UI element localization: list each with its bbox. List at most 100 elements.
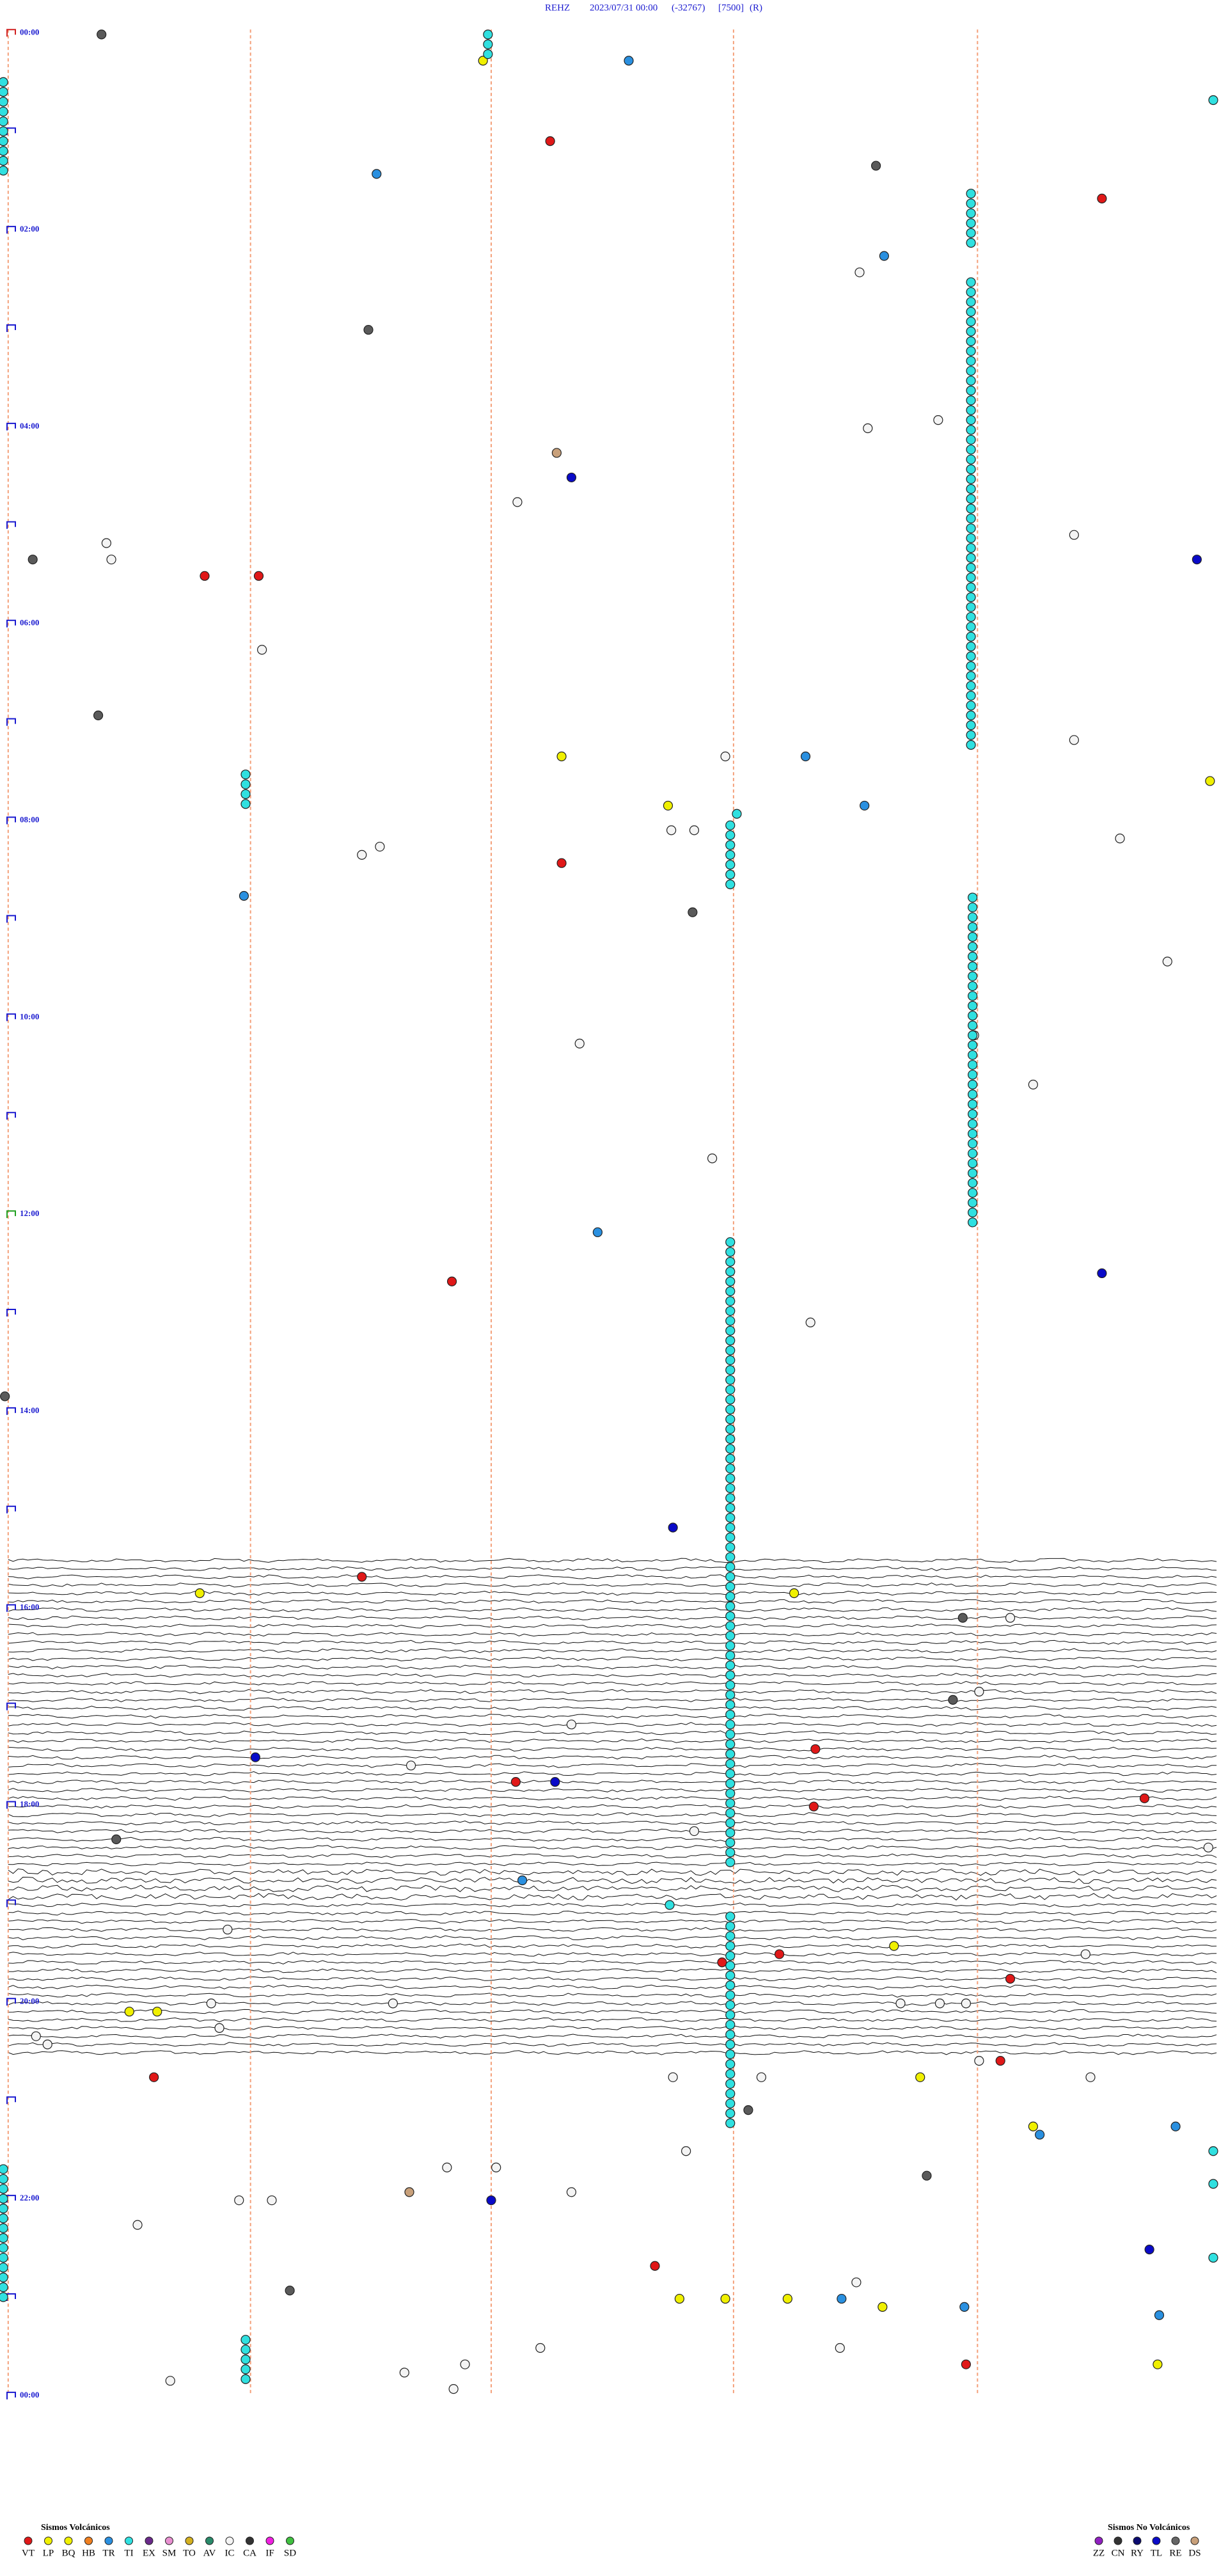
trace [8, 1780, 1217, 1785]
time-label: 08:00 [20, 814, 39, 824]
event [966, 464, 976, 475]
legend-dot [225, 2536, 234, 2545]
event [966, 445, 976, 455]
trace [8, 1893, 1217, 1900]
event [478, 56, 488, 66]
event [805, 1317, 815, 1327]
event [725, 1237, 736, 1247]
event [689, 1826, 700, 1837]
trace [8, 1631, 1217, 1637]
event [966, 562, 976, 573]
event [725, 1911, 736, 1922]
event [111, 1834, 122, 1844]
time-label: 18:00 [20, 1799, 39, 1808]
event [725, 869, 736, 880]
trace [8, 1959, 1217, 1965]
event [240, 2344, 251, 2355]
event [968, 1197, 978, 1208]
time-label: 00:00 [20, 2390, 39, 2399]
event [725, 1365, 736, 1375]
event [0, 2292, 8, 2302]
event [725, 1828, 736, 1838]
event [1069, 735, 1079, 745]
event [399, 2367, 409, 2378]
hour-marker [6, 1505, 16, 1513]
event [895, 1998, 906, 2009]
event [486, 2195, 496, 2206]
event [1097, 1268, 1107, 1279]
event [966, 690, 976, 701]
event [725, 1847, 736, 1858]
event [879, 251, 890, 261]
scale: [7500] [718, 3, 744, 13]
event [285, 2286, 295, 2296]
legend-title: Sismos Volcánicos [41, 2523, 110, 2533]
event [0, 2252, 8, 2263]
event [966, 238, 976, 248]
event [666, 825, 677, 835]
event [725, 1325, 736, 1336]
trace [8, 1952, 1217, 1957]
event [357, 1572, 367, 1582]
trace [8, 2009, 1217, 2014]
time-label: 00:00 [20, 27, 39, 36]
event [725, 1650, 736, 1661]
event [966, 720, 976, 731]
event [725, 1532, 736, 1543]
time-label: 20:00 [20, 1996, 39, 2005]
event [240, 2364, 251, 2375]
hour-marker [6, 816, 16, 825]
event [566, 1719, 577, 1730]
event [968, 1148, 978, 1158]
event [240, 2354, 251, 2365]
event [968, 932, 978, 942]
trace [8, 1763, 1217, 1768]
event [1028, 1079, 1038, 1090]
event [968, 1109, 978, 1119]
event [966, 484, 976, 494]
legend-dot [145, 2536, 154, 2545]
event [0, 116, 8, 127]
event [851, 2277, 862, 2288]
event [707, 1153, 718, 1164]
event [663, 800, 673, 811]
event [1069, 530, 1079, 540]
hour-marker [6, 1702, 16, 1711]
event [774, 1949, 785, 1959]
event [966, 523, 976, 533]
legend-dot [44, 2536, 52, 2545]
hour-marker [6, 1210, 16, 1219]
event [725, 1345, 736, 1355]
trace [8, 1607, 1217, 1613]
event [878, 2302, 888, 2312]
trace [8, 1993, 1217, 1998]
event [725, 1857, 736, 1867]
event [240, 799, 251, 809]
event [240, 789, 251, 800]
event [1208, 2179, 1218, 2189]
hour-marker [6, 29, 16, 37]
legend-code: TR [102, 2548, 114, 2558]
legend-dot [185, 2536, 194, 2545]
event [725, 1414, 736, 1425]
event [688, 907, 698, 917]
event [239, 890, 249, 901]
hour-marker [6, 1309, 16, 1316]
event [725, 1464, 736, 1474]
event [966, 415, 976, 425]
event [0, 166, 8, 176]
trace [8, 1804, 1217, 1809]
event [968, 1011, 978, 1021]
event [357, 849, 367, 860]
event [720, 751, 730, 762]
event [725, 1493, 736, 1503]
event [854, 267, 865, 278]
legend-code: TI [124, 2548, 133, 2558]
event [0, 2184, 8, 2194]
event [1139, 1793, 1150, 1803]
event [689, 825, 700, 835]
trace [8, 1574, 1217, 1579]
event [574, 1038, 585, 1048]
event [725, 1980, 736, 1991]
event [968, 981, 978, 992]
